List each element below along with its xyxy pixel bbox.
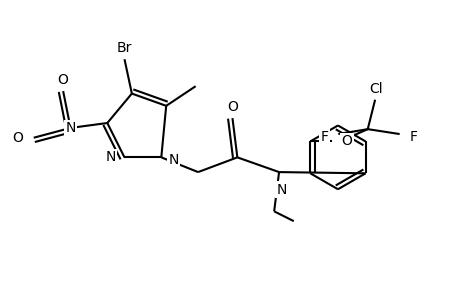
Text: O: O (12, 131, 23, 145)
Text: O: O (57, 73, 68, 87)
Text: Br: Br (117, 41, 132, 56)
Text: O: O (227, 100, 237, 114)
Text: O: O (341, 134, 352, 148)
Text: Cl: Cl (369, 82, 382, 96)
Text: F: F (320, 130, 328, 143)
Text: N: N (276, 183, 286, 197)
Text: N: N (168, 153, 179, 167)
Text: N: N (105, 150, 115, 164)
Text: N: N (65, 121, 76, 135)
Text: F: F (409, 130, 417, 143)
